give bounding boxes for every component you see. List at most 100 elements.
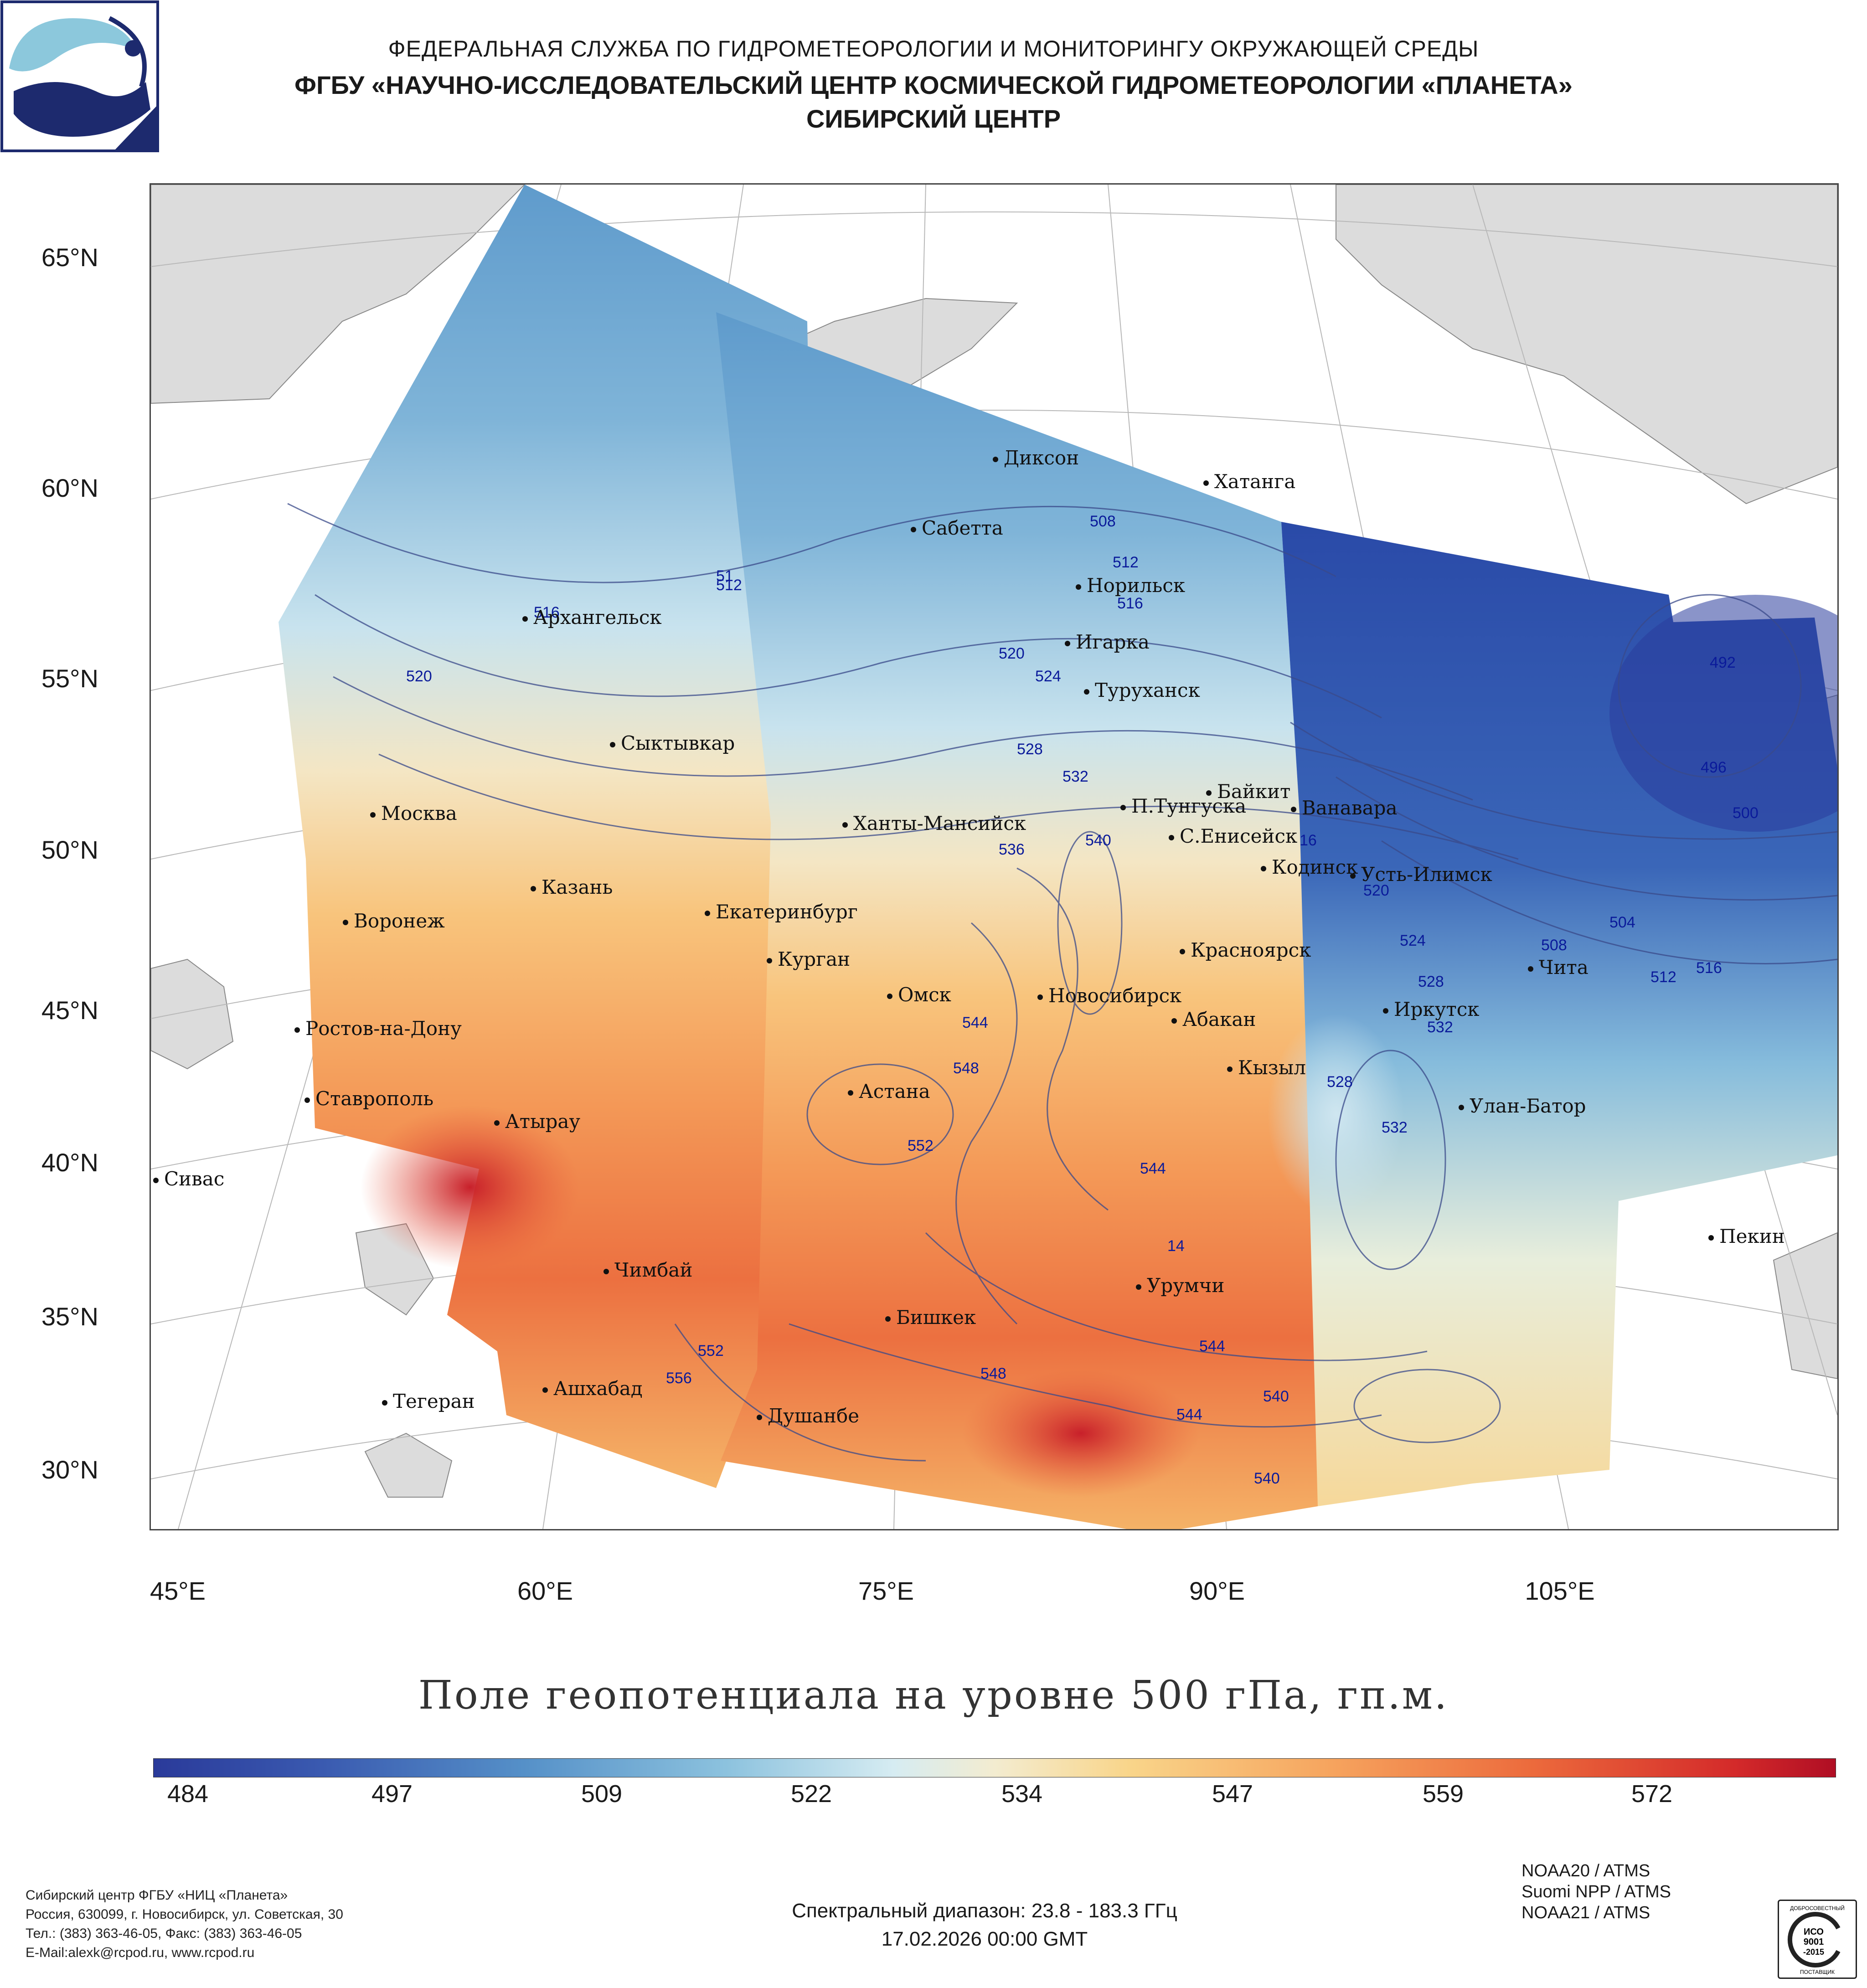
contour-label: 504: [1609, 914, 1635, 931]
city-marker: Игарка: [1065, 631, 1150, 653]
contour-label: 508: [1090, 513, 1116, 530]
city-marker: Сабетта: [911, 517, 1003, 539]
lon-label: 60°E: [517, 1576, 573, 1605]
contour-lines: [287, 503, 1837, 1462]
contour-label: 528: [1017, 741, 1043, 758]
contour-label: 512: [1650, 968, 1676, 986]
lat-label: 30°N: [41, 1455, 98, 1484]
map-title: Поле геопотенциала на уровне 500 гПа, гп…: [418, 1673, 1449, 1718]
lon-label: 90°E: [1189, 1576, 1245, 1605]
city-dot-icon: [848, 1090, 853, 1096]
colorbar-tick: 497: [371, 1780, 413, 1808]
lon-label: 45°E: [150, 1576, 206, 1605]
city-marker: Диксон: [993, 447, 1079, 469]
colorbar-tick: 484: [167, 1780, 209, 1808]
instrument-list: NOAA20 / ATMS Suomi NPP / ATMS NOAA21 / …: [1521, 1860, 1671, 1923]
contour-label: 528: [1418, 973, 1444, 990]
contour-label: 520: [406, 668, 432, 685]
city-dot-icon: [767, 958, 772, 963]
city-dot-icon: [705, 911, 710, 916]
lat-label: 55°N: [41, 664, 98, 693]
instrument-item: Suomi NPP / ATMS: [1521, 1882, 1671, 1901]
contour-label: 51: [716, 567, 733, 585]
city-dot-icon: [842, 822, 848, 828]
city-dot-icon: [1171, 1018, 1177, 1024]
city-dot-icon: [542, 1387, 548, 1393]
city-marker: Сыктывкар: [610, 732, 735, 754]
city-dot-icon: [522, 616, 528, 622]
iso-certification-badge: ДОБРОСОВЕСТНЫЙ ИСО 9001 -2015 ПОСТАВЩИК: [1778, 1900, 1857, 1979]
city-dot-icon: [603, 1269, 609, 1274]
city-marker: Чита: [1528, 956, 1588, 979]
org-phone: Тел.: (383) 363-46-05, Факс: (383) 363-4…: [26, 1926, 302, 1941]
city-dot-icon: [1350, 873, 1356, 879]
contour-label: 548: [953, 1060, 979, 1077]
contour-label: 520: [1363, 882, 1389, 899]
iso-badge-word: ИСО: [1804, 1927, 1824, 1937]
city-dot-icon: [153, 1178, 159, 1183]
city-dot-icon: [1203, 480, 1209, 486]
contour-label: 16: [1300, 832, 1317, 849]
lat-label: 40°N: [41, 1148, 98, 1177]
city-marker: Душанбе: [757, 1405, 859, 1427]
city-marker: Туруханск: [1084, 679, 1200, 701]
city-marker: Урумчи: [1136, 1274, 1224, 1297]
city-marker: Чимбай: [603, 1259, 692, 1281]
city-dot-icon: [610, 742, 615, 747]
contour-label: 532: [1427, 1019, 1453, 1036]
city-marker: Норильск: [1076, 574, 1185, 597]
contour-label: 540: [1085, 832, 1111, 849]
agency-logo: [0, 0, 160, 153]
city-dot-icon: [1206, 790, 1212, 796]
instrument-item: NOAA21 / ATMS: [1521, 1903, 1650, 1922]
city-dot-icon: [887, 994, 892, 999]
city-marker: Ставрополь: [304, 1087, 433, 1110]
org-address: Россия, 630099, г. Новосибирск, ул. Сове…: [26, 1907, 343, 1922]
lat-label: 60°N: [41, 474, 98, 502]
contour-label: 540: [1263, 1388, 1289, 1405]
city-marker: П.Тунгуска: [1120, 795, 1246, 817]
city-dot-icon: [1076, 584, 1081, 590]
org-email: E-Mail:alexk@rcpod.ru, www.rcpod.ru: [26, 1945, 255, 1960]
iso-badge-top: ДОБРОСОВЕСТНЫЙ: [1790, 1905, 1845, 1911]
colorbar-tick: 547: [1212, 1780, 1253, 1808]
city-dot-icon: [494, 1120, 500, 1126]
lon-label: 105°E: [1525, 1576, 1595, 1605]
city-marker: Кодинск: [1261, 856, 1358, 878]
contour-label: 552: [908, 1137, 934, 1154]
city-dot-icon: [1459, 1105, 1464, 1110]
lat-label: 50°N: [41, 835, 98, 864]
city-marker: Байкит: [1206, 780, 1290, 803]
city-dot-icon: [382, 1400, 387, 1406]
city-dot-icon: [343, 920, 348, 925]
contour-label: 544: [962, 1014, 988, 1031]
organization-contacts: Сибирский центр ФГБУ «НИЦ «Планета» Росс…: [26, 1886, 343, 1962]
city-marker: Ханты-Мансийск: [842, 812, 1026, 834]
city-dot-icon: [1383, 1008, 1388, 1014]
city-dot-icon: [1180, 949, 1185, 954]
city-dot-icon: [1708, 1235, 1714, 1241]
city-marker: Хатанга: [1203, 470, 1295, 493]
agency-title-siberian: СИБИРСКИЙ ЦЕНТР: [806, 104, 1061, 133]
city-dot-icon: [304, 1097, 310, 1103]
contour-label: 516: [534, 604, 560, 621]
contour-label: 520: [999, 645, 1025, 662]
geopotential-map: 508 512 516 520 524 528 532 536 540 544 …: [150, 183, 1839, 1530]
agency-title-federal: ФЕДЕРАЛЬНАЯ СЛУЖБА ПО ГИДРОМЕТЕОРОЛОГИИ …: [388, 36, 1479, 62]
colorbar: [153, 1758, 1836, 1777]
city-marker: Ростов-на-Дону: [294, 1017, 462, 1040]
city-marker: Пекин: [1708, 1225, 1785, 1247]
city-dot-icon: [885, 1316, 891, 1322]
iso-badge-number: 9001: [1804, 1937, 1824, 1947]
city-dot-icon: [1136, 1284, 1141, 1290]
contour-label: 512: [1113, 554, 1139, 571]
lat-label: 45°N: [41, 996, 98, 1025]
city-dot-icon: [1169, 835, 1174, 840]
contour-label: 528: [1327, 1073, 1353, 1091]
iso-badge-bottom: ПОСТАВЩИК: [1800, 1969, 1835, 1975]
lon-label: 75°E: [858, 1576, 914, 1605]
agency-title-center: ФГБУ «НАУЧНО-ИССЛЕДОВАТЕЛЬСКИЙ ЦЕНТР КОС…: [294, 71, 1573, 99]
iso-badge-year: -2015: [1803, 1947, 1824, 1957]
contour-label: 536: [999, 841, 1025, 858]
city-dot-icon: [993, 457, 998, 462]
